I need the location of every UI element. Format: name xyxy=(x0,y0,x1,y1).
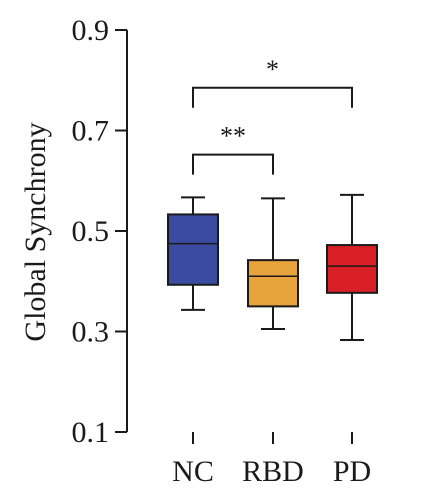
box-pd xyxy=(326,244,378,294)
y-axis-title: Global Synchrony xyxy=(19,122,52,341)
box-rbd xyxy=(247,259,299,308)
box-nc xyxy=(167,213,219,286)
y-tick-label: 0.5 xyxy=(72,215,110,248)
category-label: RBD xyxy=(242,455,304,488)
y-tick-label: 0.7 xyxy=(72,115,110,148)
category-label: PD xyxy=(333,455,371,488)
significance-label: ** xyxy=(220,122,246,151)
significance-bracket xyxy=(192,153,274,175)
y-tick-label: 0.1 xyxy=(72,416,110,449)
significance-label: * xyxy=(266,55,279,84)
y-tick-label: 0.3 xyxy=(72,316,110,349)
y-tick-label: 0.9 xyxy=(72,14,110,47)
category-label: NC xyxy=(172,455,214,488)
significance-bracket xyxy=(192,86,353,108)
